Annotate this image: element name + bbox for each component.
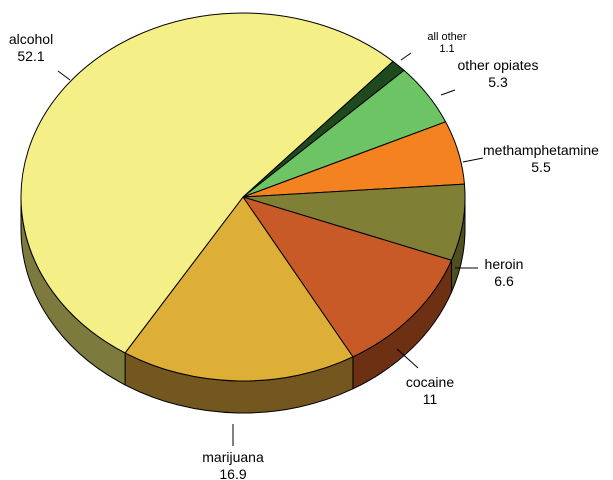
slice-label-heroin: heroin [485,256,524,272]
slice-value-other-opiates: 5.3 [488,74,508,90]
slice-value-all-other: 1.1 [439,43,454,55]
pie-slices [20,12,466,382]
slice-marijuana [124,196,354,382]
leader-line-alcohol [57,70,71,81]
slice-label-cocaine: cocaine [406,374,454,390]
leader-line-methamphetamine [462,157,484,163]
leader-line-other-opiates [440,89,456,96]
leader-line-cocaine [396,348,419,369]
slice-label-methamphetamine: methamphetamine [483,142,599,158]
slice-value-heroin: 6.6 [494,273,514,289]
slice-alcohol [20,12,394,354]
leader-line-all-other [400,52,412,61]
slice-value-cocaine: 11 [423,391,438,407]
slice-label-all-other: all other [427,31,466,43]
slice-value-methamphetamine: 5.5 [531,159,551,175]
slice-cocaine [242,196,452,358]
slice-label-other-opiates: other opiates [458,57,539,73]
slice-value-marijuana: 16.9 [219,466,246,480]
slice-value-alcohol: 52.1 [17,48,44,64]
slice-label-marijuana: marijuana [202,449,264,465]
slice-label-alcohol: alcohol [9,31,53,47]
